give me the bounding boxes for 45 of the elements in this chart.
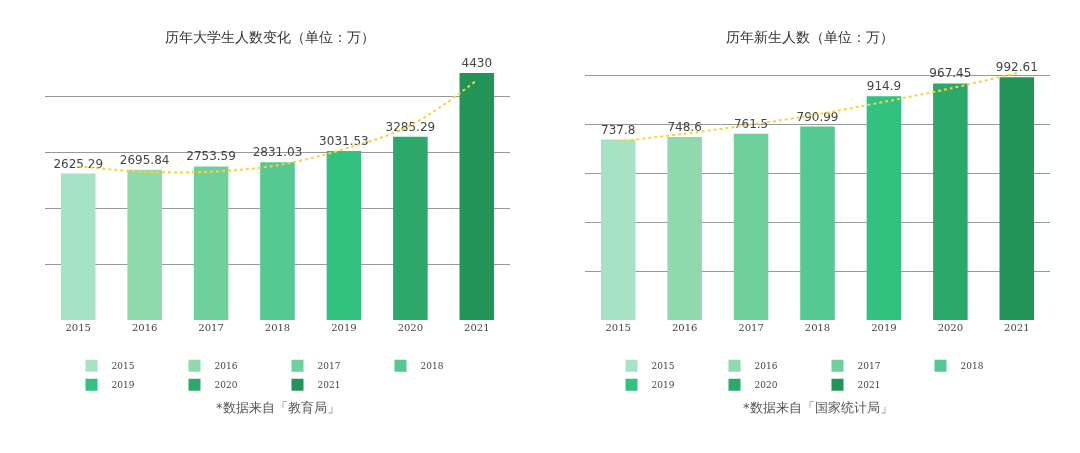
- chart-title: 历年新生人数（单位：万）: [726, 28, 894, 45]
- x-tick-label: 2015: [605, 322, 631, 333]
- legend-label: 2018: [420, 361, 444, 372]
- x-tick-label: 2020: [397, 322, 424, 333]
- data-label: 2831.03: [252, 145, 303, 160]
- x-tick-label: 2018: [264, 322, 291, 333]
- text: *数据来自「教育局」: [216, 400, 340, 415]
- legend-label: 2021: [317, 380, 341, 391]
- x-tick-label: 2021: [464, 322, 490, 333]
- x-tick-label: 2020: [937, 322, 964, 333]
- legend-label: 2020: [214, 380, 238, 391]
- x-tick-label: 2021: [1004, 322, 1030, 333]
- legend-label: 2019: [111, 380, 135, 391]
- x-tick-label: 2017: [738, 322, 764, 333]
- legend-label: 2020: [754, 380, 778, 391]
- legend-label: 2017: [857, 361, 881, 372]
- legend-label: 2015: [111, 361, 135, 372]
- data-label: 790.99: [796, 109, 839, 124]
- data-label: 4430: [461, 56, 493, 70]
- data-label: 914.9: [866, 79, 902, 94]
- x-tick-label: 2019: [871, 322, 897, 333]
- legend-label: 2019: [651, 380, 675, 391]
- data-label: 737.8: [601, 122, 636, 137]
- legend-label: 2021: [857, 380, 881, 391]
- data-label: 992.61: [995, 60, 1038, 75]
- data-label: 3031.53: [319, 133, 369, 148]
- data-label: 2625.29: [53, 156, 104, 171]
- legend-label: 2018: [960, 361, 984, 372]
- data-label: 967.45: [929, 66, 972, 81]
- x-tick-label: 2016: [131, 322, 158, 333]
- data-label: 761.5: [733, 116, 769, 131]
- data-label: 748.6: [667, 119, 702, 134]
- legend-label: 2016: [214, 361, 238, 372]
- text: *数据来自「国家统计局」: [743, 400, 893, 415]
- x-tick-label: 2018: [804, 322, 831, 333]
- data-label: 2753.59: [186, 149, 236, 164]
- legend-label: 2016: [754, 361, 778, 372]
- x-tick-label: 2019: [331, 322, 357, 333]
- x-tick-label: 2017: [198, 322, 224, 333]
- data-label: 2695.84: [119, 152, 170, 167]
- x-tick-label: 2016: [671, 322, 698, 333]
- legend-label: 2015: [651, 361, 675, 372]
- chart-title: 历年大学生人数变化（单位：万）: [165, 28, 375, 45]
- legend-label: 2017: [317, 361, 341, 372]
- x-tick-label: 2015: [65, 322, 91, 333]
